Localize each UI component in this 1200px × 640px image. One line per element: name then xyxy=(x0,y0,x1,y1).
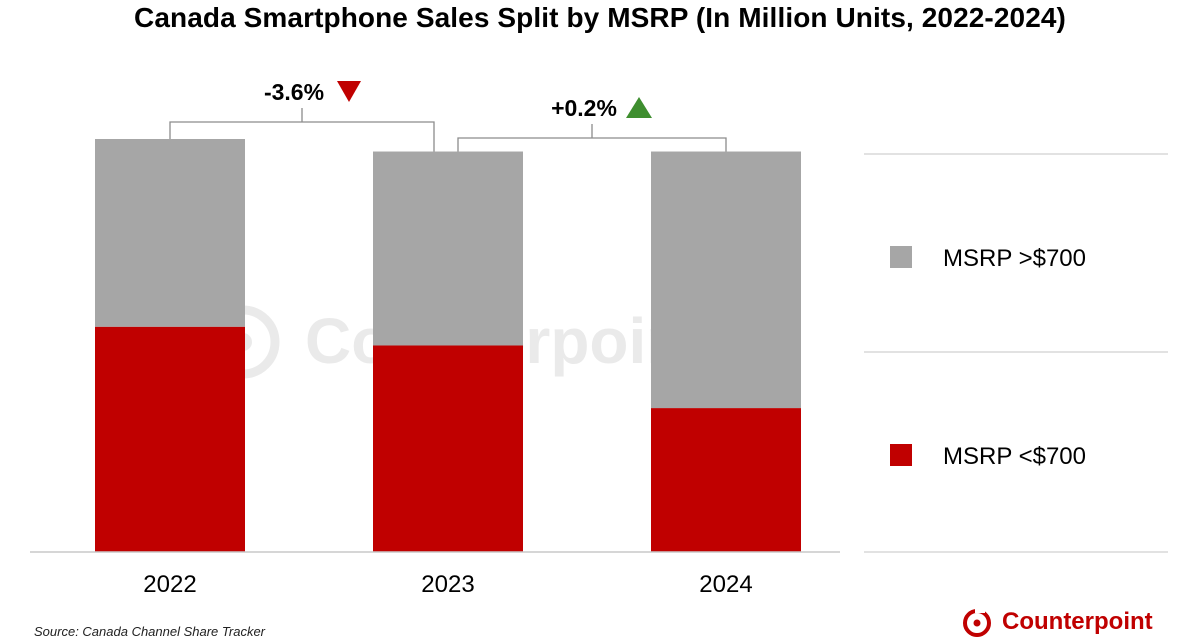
x-tick-label-2023: 2023 xyxy=(421,571,474,598)
bar-segment-under-700-2024 xyxy=(651,408,801,552)
down-arrow-icon-2022-2023 xyxy=(337,81,361,102)
source-note: Source: Canada Channel Share Tracker xyxy=(34,624,265,639)
bar-segment-over-700-2024 xyxy=(651,151,801,409)
legend: MSRP >$700 MSRP <$700 xyxy=(864,153,1168,553)
legend-swatch-over-700 xyxy=(890,246,912,268)
bar-layer xyxy=(95,139,801,552)
change-annotations: -3.6% +0.2% xyxy=(169,79,727,152)
bar-segment-under-700-2022 xyxy=(95,326,245,552)
x-tick-labels: 2022 2023 2024 xyxy=(143,571,752,598)
x-tick-label-2024: 2024 xyxy=(699,571,752,598)
legend-label-under-700: MSRP <$700 xyxy=(943,443,1086,470)
up-arrow-icon-2023-2024 xyxy=(626,97,652,118)
change-label-2023-2024: +0.2% xyxy=(551,95,617,121)
bar-segment-over-700-2022 xyxy=(95,139,245,327)
change-label-2022-2023: -3.6% xyxy=(264,79,324,105)
legend-label-over-700: MSRP >$700 xyxy=(943,245,1086,272)
legend-swatch-under-700 xyxy=(890,444,912,466)
brand-logo: Counterpoint xyxy=(960,604,1153,640)
bar-segment-over-700-2023 xyxy=(373,151,523,346)
chart-title: Canada Smartphone Sales Split by MSRP (I… xyxy=(134,2,1066,33)
change-bracket-2023-2024 xyxy=(457,137,727,152)
bar-segment-under-700-2023 xyxy=(373,345,523,552)
counterpoint-logo-icon xyxy=(963,607,991,637)
x-tick-label-2022: 2022 xyxy=(143,571,196,598)
brand-name: Counterpoint xyxy=(1002,608,1153,635)
